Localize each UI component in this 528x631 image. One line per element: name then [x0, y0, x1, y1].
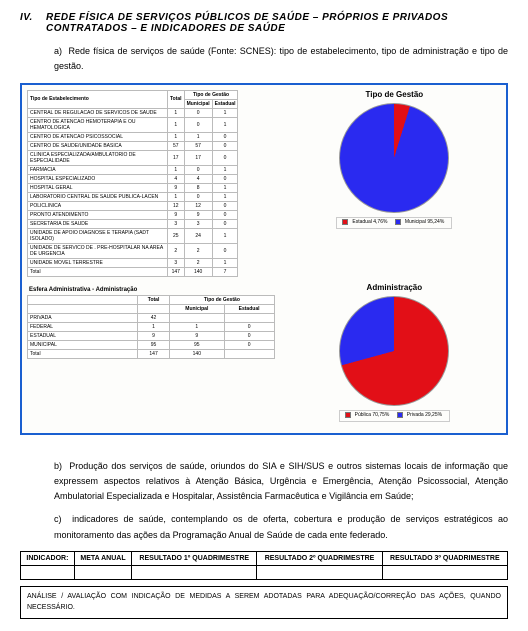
- res-h2: RESULTADO 1º QUADRIMESTRE: [132, 552, 257, 566]
- legend-estadual: Estadual 4,76%: [352, 219, 387, 225]
- chart-admin: Administração Pública 70,75% Privada 29,…: [288, 283, 501, 422]
- t2-hg1: Municipal: [170, 304, 224, 313]
- embed-row-2: Esfera Administrativa - Administração To…: [27, 283, 501, 422]
- item-b-text: Produção dos serviços de saúde, oriundos…: [54, 461, 508, 502]
- table-row: LABORATORIO CENTRAL DE SAUDE PUBLICA-LAC…: [28, 192, 238, 201]
- table-row: ESTADUAL990: [28, 331, 275, 340]
- t2-hg: Tipo de Gestão: [170, 295, 275, 304]
- t2-total-label: Total: [28, 349, 138, 358]
- legend-publica: Pública 70,75%: [355, 412, 390, 418]
- table-row: UNIDADE DE APOIO DIAGNOSE E TERAPIA (SAD…: [28, 228, 238, 243]
- t1-h1: Total: [168, 90, 185, 108]
- t1-total-e: 7: [212, 267, 238, 276]
- chart-admin-legend: Pública 70,75% Privada 29,25%: [339, 410, 450, 422]
- t2-total-m: 140: [170, 349, 224, 358]
- t2-total-e: [224, 349, 274, 358]
- chart-gestao-title: Tipo de Gestão: [288, 90, 501, 99]
- table-administracao: Total Tipo de Gestão Municipal Estadual …: [27, 295, 275, 359]
- table-row: PRIVADA42: [28, 313, 275, 322]
- legend-privada: Privada 29,25%: [407, 412, 442, 418]
- item-a: a) Rede física de serviços de saúde (Fon…: [54, 44, 508, 75]
- embedded-figure: Tipo de Estabelecimento Total Tipo de Ge…: [20, 83, 508, 435]
- chart-gestao-legend: Estadual 4,76% Municipal 95,24%: [336, 217, 452, 229]
- item-b: b) Produção dos serviços de saúde, oriun…: [54, 459, 508, 505]
- pie-admin: [339, 296, 449, 406]
- section-heading: IV. REDE FÍSICA DE SERVIÇOS PÚBLICOS DE …: [20, 12, 508, 34]
- res-h1: META ANUAL: [74, 552, 131, 566]
- analysis-box: ANÁLISE / AVALIAÇÃO COM INDICAÇÃO DE MED…: [20, 586, 508, 619]
- table-row: HOSPITAL ESPECIALIZADO440: [28, 174, 238, 183]
- table-row: FARMACIA101: [28, 165, 238, 174]
- item-a-text: Rede física de serviços de saúde (Fonte:…: [54, 46, 508, 71]
- table-tipo-estabelecimento: Tipo de Estabelecimento Total Tipo de Ge…: [27, 90, 238, 277]
- t1-hg2: Estadual: [212, 99, 238, 108]
- embed-row-1: Tipo de Estabelecimento Total Tipo de Ge…: [27, 90, 501, 277]
- t1-total-label: Total: [28, 267, 168, 276]
- t1-h0: Tipo de Estabelecimento: [28, 90, 168, 108]
- table-row: CENTRO DE ATENCAO PSICOSSOCIAL110: [28, 132, 238, 141]
- table-row: CENTRO DE ATENCAO HEMOTERAPIA E OU HEMAT…: [28, 117, 238, 132]
- item-a-letter: a): [54, 46, 68, 56]
- table-row: SECRETARIA DE SAUDE330: [28, 219, 238, 228]
- res-h4: RESULTADO 3º QUADRIMESTRE: [382, 552, 507, 566]
- item-b-letter: b): [54, 461, 69, 471]
- pie-gestao: [339, 103, 449, 213]
- section-number: IV.: [20, 12, 46, 34]
- table-row: CENTRO DE SAUDE/UNIDADE BASICA57570: [28, 141, 238, 150]
- chart-gestao: Tipo de Gestão Estadual 4,76% Municipal …: [288, 90, 501, 229]
- table-row: UNIDADE MOVEL TERRESTRE321: [28, 258, 238, 267]
- res-h0: INDICADOR:: [21, 552, 75, 566]
- res-h3: RESULTADO 2º QUADRIMESTRE: [257, 552, 382, 566]
- table-row: MUNICIPAL95950: [28, 340, 275, 349]
- table-row: FEDERAL110: [28, 322, 275, 331]
- table-row: UNIDADE DE SERVICO DE . PRE-HOSPITALAR N…: [28, 243, 238, 258]
- t2-hg2: Estadual: [224, 304, 274, 313]
- legend-municipal: Municipal 95,24%: [405, 219, 444, 225]
- results-table: INDICADOR: META ANUAL RESULTADO 1º QUADR…: [20, 551, 508, 580]
- table-row: HOSPITAL GERAL981: [28, 183, 238, 192]
- t2-h1: Total: [138, 295, 170, 304]
- table2-title: Esfera Administrativa - Administração: [29, 287, 288, 293]
- chart-admin-title: Administração: [288, 283, 501, 292]
- t1-total-t: 147: [168, 267, 185, 276]
- t1-hg1: Municipal: [184, 99, 212, 108]
- t2-h0: [28, 295, 138, 304]
- table-row: POLICLINICA12120: [28, 201, 238, 210]
- t1-total-m: 140: [184, 267, 212, 276]
- item-c: c) indicadores de saúde, contemplando os…: [54, 512, 508, 543]
- table-row: [21, 566, 508, 580]
- section-title: REDE FÍSICA DE SERVIÇOS PÚBLICOS DE SAÚD…: [46, 12, 508, 34]
- table-row: CLINICA ESPECIALIZADA/AMBULATORIO DE ESP…: [28, 150, 238, 165]
- table-row: PRONTO ATENDIMENTO990: [28, 210, 238, 219]
- t1-hg: Tipo de Gestão: [184, 90, 238, 99]
- t2-total-t: 147: [138, 349, 170, 358]
- item-c-text: indicadores de saúde, contemplando os de…: [54, 514, 508, 539]
- table-row: CENTRAL DE REGULACAO DE SERVICOS DE SAUD…: [28, 108, 238, 117]
- item-c-letter: c): [54, 514, 72, 524]
